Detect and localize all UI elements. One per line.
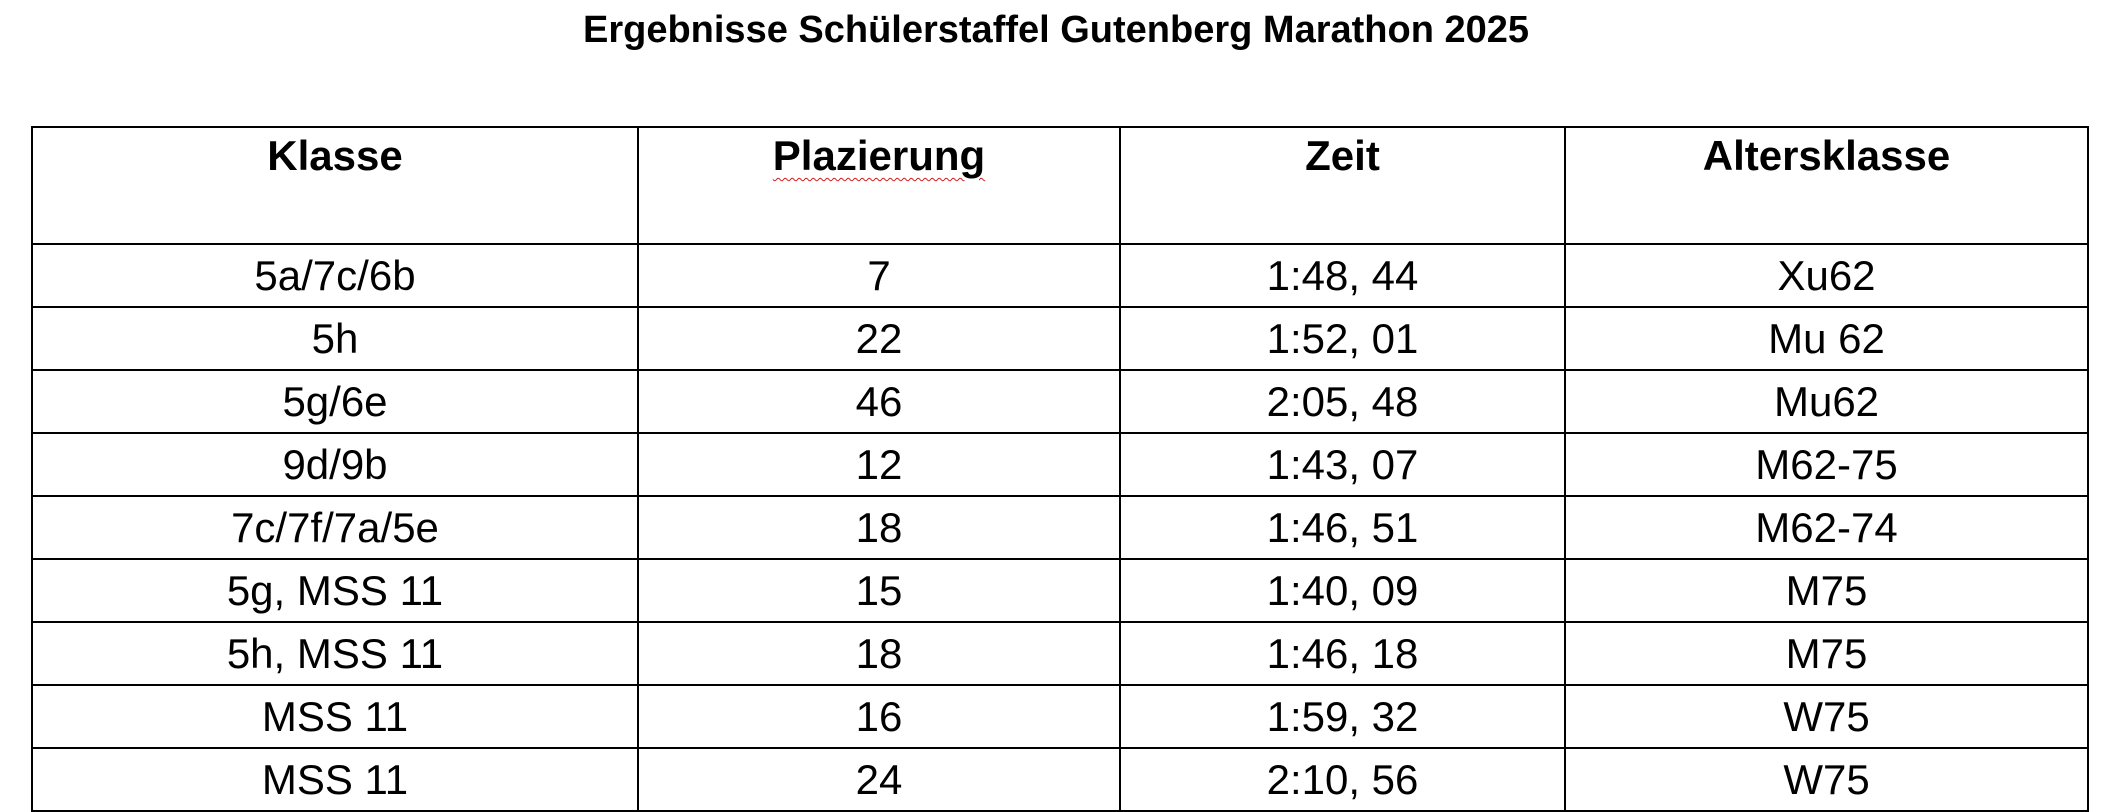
header-plazierung-label: Plazierung (772, 132, 986, 179)
results-table: Klasse Plazierung Zeit Altersklasse 5a/7… (31, 126, 2089, 812)
table-row: 5a/7c/6b 7 1:48, 44 Xu62 (31, 243, 2089, 308)
cell-plazierung: 15 (637, 558, 1121, 623)
cell-klasse: 7c/7f/7a/5e (31, 495, 639, 560)
cell-plazierung: 16 (637, 684, 1121, 749)
cell-zeit: 2:10, 56 (1119, 747, 1566, 812)
cell-altersklasse: M62-75 (1564, 432, 2089, 497)
cell-zeit: 1:46, 18 (1119, 621, 1566, 686)
table-header-row: Klasse Plazierung Zeit Altersklasse (31, 126, 2089, 245)
header-klasse-label: Klasse (267, 132, 403, 179)
table-row: 5h 22 1:52, 01 Mu 62 (31, 306, 2089, 371)
cell-klasse: 9d/9b (31, 432, 639, 497)
table-row: 5g, MSS 11 15 1:40, 09 M75 (31, 558, 2089, 623)
cell-altersklasse: Xu62 (1564, 243, 2089, 308)
cell-altersklasse: Mu 62 (1564, 306, 2089, 371)
cell-altersklasse: M62-74 (1564, 495, 2089, 560)
cell-altersklasse: M75 (1564, 558, 2089, 623)
cell-zeit: 1:48, 44 (1119, 243, 1566, 308)
cell-klasse: 5g, MSS 11 (31, 558, 639, 623)
cell-zeit: 1:40, 09 (1119, 558, 1566, 623)
table-row: MSS 11 16 1:59, 32 W75 (31, 684, 2089, 749)
document-title: Ergebnisse Schülerstaffel Gutenberg Mara… (582, 9, 1530, 51)
header-zeit-label: Zeit (1305, 132, 1380, 179)
cell-plazierung: 12 (637, 432, 1121, 497)
cell-plazierung: 24 (637, 747, 1121, 812)
cell-zeit: 1:46, 51 (1119, 495, 1566, 560)
cell-klasse: 5h (31, 306, 639, 371)
cell-plazierung: 18 (637, 621, 1121, 686)
cell-plazierung: 18 (637, 495, 1121, 560)
cell-zeit: 2:05, 48 (1119, 369, 1566, 434)
cell-altersklasse: W75 (1564, 684, 2089, 749)
cell-altersklasse: M75 (1564, 621, 2089, 686)
table-row: 7c/7f/7a/5e 18 1:46, 51 M62-74 (31, 495, 2089, 560)
cell-klasse: 5a/7c/6b (31, 243, 639, 308)
header-altersklasse-label: Altersklasse (1702, 132, 1951, 179)
header-klasse: Klasse (31, 126, 639, 245)
header-plazierung: Plazierung (637, 126, 1121, 245)
cell-plazierung: 7 (637, 243, 1121, 308)
cell-klasse: MSS 11 (31, 684, 639, 749)
table-row: MSS 11 24 2:10, 56 W75 (31, 747, 2089, 812)
header-altersklasse: Altersklasse (1564, 126, 2089, 245)
cell-plazierung: 46 (637, 369, 1121, 434)
cell-klasse: MSS 11 (31, 747, 639, 812)
table-row: 9d/9b 12 1:43, 07 M62-75 (31, 432, 2089, 497)
table-row: 5g/6e 46 2:05, 48 Mu62 (31, 369, 2089, 434)
cell-zeit: 1:43, 07 (1119, 432, 1566, 497)
cell-zeit: 1:52, 01 (1119, 306, 1566, 371)
cell-klasse: 5h, MSS 11 (31, 621, 639, 686)
cell-altersklasse: W75 (1564, 747, 2089, 812)
cell-altersklasse: Mu62 (1564, 369, 2089, 434)
cell-plazierung: 22 (637, 306, 1121, 371)
table-row: 5h, MSS 11 18 1:46, 18 M75 (31, 621, 2089, 686)
cell-zeit: 1:59, 32 (1119, 684, 1566, 749)
cell-klasse: 5g/6e (31, 369, 639, 434)
header-zeit: Zeit (1119, 126, 1566, 245)
